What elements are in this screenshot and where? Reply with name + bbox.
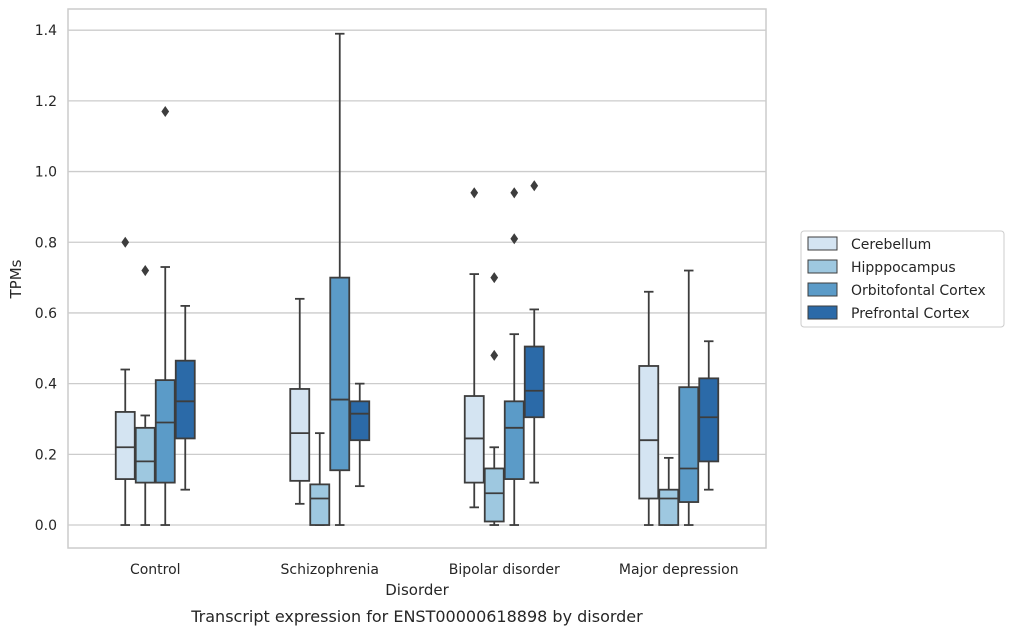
x-tick-label: Major depression [619,562,739,578]
box-orbitofontal-cortex [678,269,700,526]
plot-frame [67,8,767,549]
y-tick-label: 1.2 [35,94,57,110]
legend-swatch [807,259,838,274]
box-body [349,400,371,442]
box-prefrontal-cortex [174,304,196,491]
box-orbitofontal-cortex [154,105,176,526]
box-body [638,365,660,500]
box-cerebellum [638,290,660,526]
outlier-point [510,233,519,245]
box-body [523,345,545,419]
box-body [114,411,136,480]
legend-label: Prefrontal Cortex [851,306,970,322]
y-axis-label: TPMs [7,259,25,299]
x-axis-ticks: Control Schizophrenia Bipolar disorder Majo… [130,562,739,578]
outlier-point [530,180,539,192]
y-tick-label: 0.6 [35,306,57,322]
box-hipppocampus [309,432,331,526]
outlier-point [490,349,499,361]
box-body [483,467,505,523]
legend-swatch [807,282,838,297]
box-series-layer [114,32,720,526]
box-body [503,400,525,480]
box-body [698,377,720,463]
outlier-point [490,272,499,284]
box-hipppocampus [483,272,505,526]
box-body [329,276,351,472]
legend-swatch [807,236,838,251]
y-axis-ticks: 0.0 0.2 0.4 0.6 0.8 1.0 1.2 1.4 [35,23,57,534]
box-orbitofontal-cortex [329,32,351,526]
y-tick-label: 0.0 [35,518,57,534]
box-body [678,386,700,503]
x-tick-label: Schizophrenia [281,562,379,578]
box-prefrontal-cortex [523,180,545,484]
legend-label: Orbitofontal Cortex [851,283,986,299]
y-tick-label: 1.0 [35,165,57,181]
x-tick-label: Bipolar disorder [449,562,560,578]
legend-frame [800,230,1005,328]
box-prefrontal-cortex [698,340,720,491]
outlier-point [161,105,170,118]
y-tick-label: 0.8 [35,235,57,251]
box-hipppocampus [658,456,680,526]
legend-swatch [807,305,838,320]
x-axis-label: Disorder [385,581,449,599]
box-hipppocampus [134,265,156,526]
outlier-point [121,236,130,248]
legend-label: Hipppocampus [851,260,956,276]
box-body [658,488,680,526]
box-prefrontal-cortex [349,382,371,488]
y-tick-label: 0.4 [35,377,57,393]
outlier-point [470,187,479,199]
outlier-point [141,265,150,277]
outlier-point [510,187,519,199]
box-body [154,379,176,484]
y-tick-label: 0.2 [35,447,57,463]
chart-caption: Transcript expression for ENST0000061889… [190,607,643,626]
box-orbitofontal-cortex [503,187,525,526]
legend-items: Cerebellum Hipppocampus Orbitofontal Corte… [807,236,986,322]
box-cerebellum [114,236,136,526]
x-tick-label: Control [130,562,181,578]
box-body [309,483,331,526]
y-tick-label: 1.4 [35,23,57,39]
box-body [134,426,156,484]
box-cerebellum [463,187,485,509]
box-body [289,388,311,482]
box-body [174,359,196,440]
box-cerebellum [289,297,311,505]
legend: Cerebellum Hipppocampus Orbitofontal Corte… [800,230,1005,328]
legend-label: Cerebellum [851,237,931,253]
